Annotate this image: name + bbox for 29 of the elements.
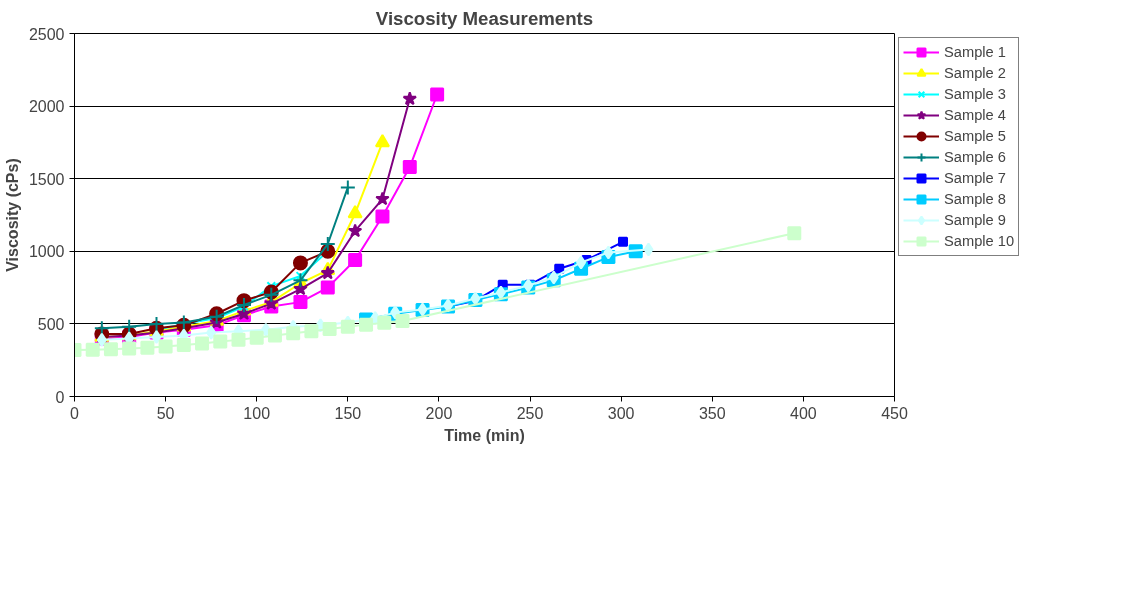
x-tick-label: 50 <box>156 404 175 422</box>
x-tick-label: 300 <box>607 404 635 422</box>
y-tick-label: 1500 <box>28 170 65 188</box>
x-tick-label: 400 <box>790 404 817 422</box>
x-tick-label: 150 <box>334 404 362 422</box>
legend-label: Sample 2 <box>944 65 1006 81</box>
x-tick-label: 450 <box>881 404 908 422</box>
x-tick-label: 0 <box>70 404 80 422</box>
x-tick-label: 250 <box>516 404 544 422</box>
legend-label: Sample 7 <box>944 170 1006 186</box>
x-tick-label: 200 <box>425 404 453 422</box>
legend-label: Sample 10 <box>944 233 1015 249</box>
chart-title: Viscosity Measurements <box>375 7 594 29</box>
legend-label: Sample 5 <box>944 128 1006 144</box>
legend-label: Sample 6 <box>944 149 1006 165</box>
legend-label: Sample 1 <box>944 44 1006 60</box>
x-axis-title: Time (min) <box>444 426 525 444</box>
legend-label: Sample 8 <box>944 191 1006 207</box>
y-axis-title: Viscosity (cPs) <box>3 158 21 272</box>
x-tick-label: 350 <box>698 404 726 422</box>
legend-label: Sample 3 <box>944 86 1006 102</box>
legend-label: Sample 9 <box>944 212 1006 228</box>
y-tick-label: 0 <box>55 388 65 406</box>
x-tick-label: 100 <box>243 404 271 422</box>
y-tick-label: 2500 <box>28 25 65 43</box>
legend-label: Sample 4 <box>944 107 1006 123</box>
y-tick-label: 500 <box>37 315 65 333</box>
y-tick-label: 2000 <box>28 98 65 116</box>
y-tick-label: 1000 <box>28 243 65 261</box>
